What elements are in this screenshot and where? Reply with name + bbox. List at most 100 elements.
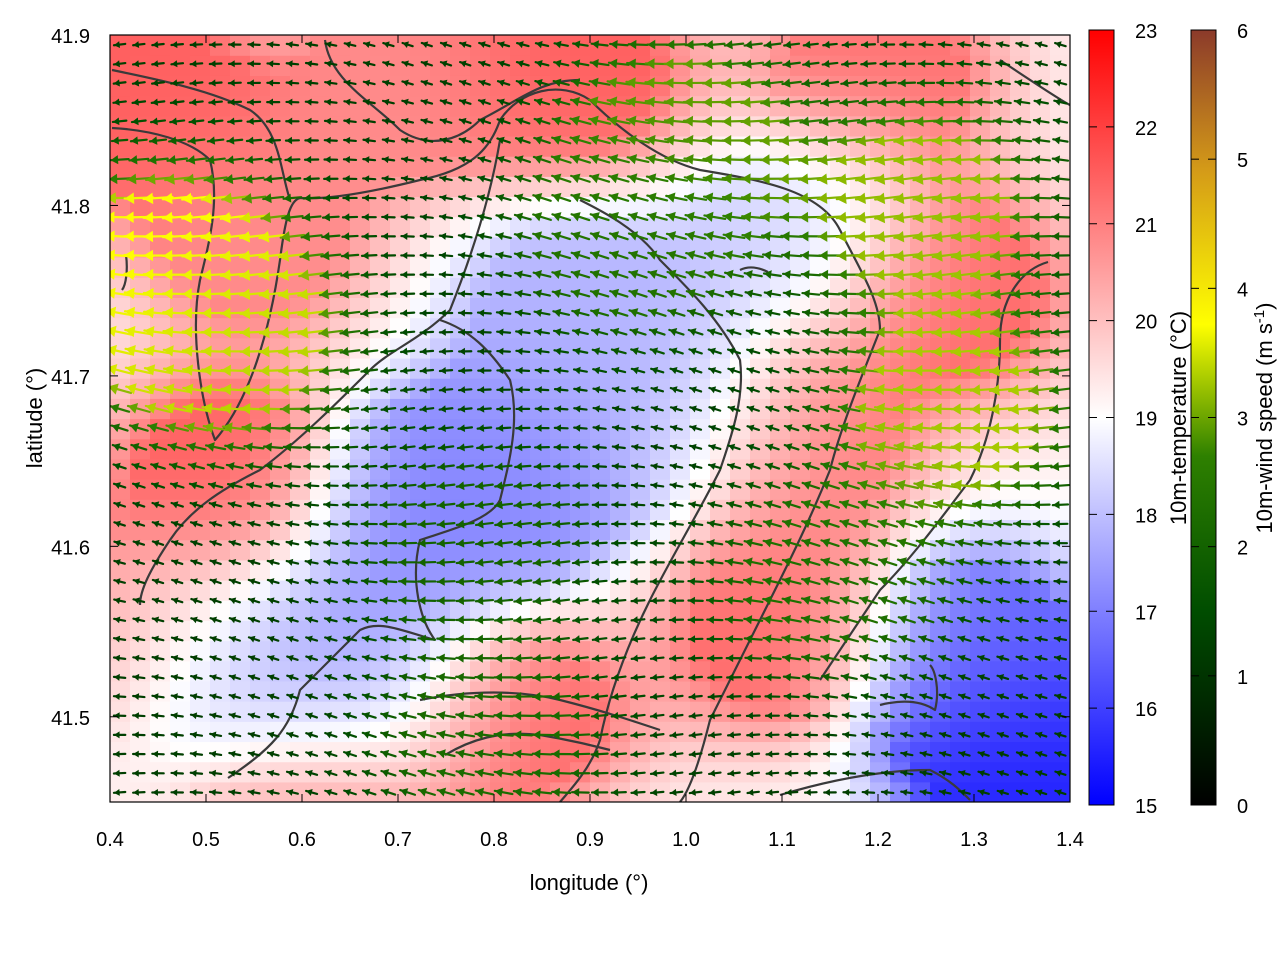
temperature-cell xyxy=(250,579,271,601)
temperature-cell xyxy=(710,216,731,238)
temperature-cell xyxy=(490,479,511,500)
temperature-cell xyxy=(550,216,571,238)
temperature-cell xyxy=(650,438,671,460)
temperature-cell xyxy=(190,479,211,500)
temperature-cell xyxy=(250,378,271,399)
temperature-cell xyxy=(350,418,371,440)
temperature-cell xyxy=(710,620,731,642)
temperature-cell xyxy=(990,701,1011,722)
temperature-cell xyxy=(750,620,771,642)
temperature-cell xyxy=(730,337,751,359)
temperature-cell xyxy=(150,539,171,561)
temperature-cell xyxy=(550,620,571,642)
temperature-cell xyxy=(170,55,191,76)
temperature-cell xyxy=(310,216,331,238)
temperature-cell xyxy=(810,781,831,802)
temperature-cell xyxy=(390,196,411,218)
temperature-cell xyxy=(490,297,511,319)
temperature-cell xyxy=(830,398,851,420)
temperature-cell xyxy=(330,559,351,581)
temperature-cell xyxy=(710,35,731,56)
temperature-cell xyxy=(190,156,211,177)
temperature-cell xyxy=(290,35,311,56)
temperature-cell xyxy=(590,196,611,218)
temperature-cell xyxy=(630,297,651,319)
temperature-cell xyxy=(130,75,151,97)
temperature-cell xyxy=(810,35,831,56)
temperature-cell xyxy=(150,479,171,500)
y-tick-label: 41.7 xyxy=(51,367,90,389)
temperature-cell xyxy=(170,559,191,581)
y-tick-label: 41.9 xyxy=(51,26,90,48)
x-axis-label: longitude (°) xyxy=(530,870,649,895)
temperature-cell xyxy=(390,499,411,521)
temperature-cell xyxy=(790,418,811,440)
temperature-cell xyxy=(830,741,851,763)
temperature-cell xyxy=(490,75,511,97)
temperature-cell xyxy=(670,398,691,420)
temperature-cell xyxy=(250,216,271,238)
temperature-cell xyxy=(470,378,491,399)
temperature-colorbar: 15 16 17 18 19 20 21 22 23 10m-temperature (°C) xyxy=(1088,21,1191,818)
temperature-cell xyxy=(630,438,651,460)
temperature-cell xyxy=(430,55,451,76)
temperature-cell xyxy=(210,761,231,783)
temperature-cell xyxy=(990,721,1011,743)
temperature-cell xyxy=(270,620,291,642)
temperature-cell xyxy=(790,741,811,763)
temperature-cell xyxy=(490,620,511,642)
temperature-cell xyxy=(230,600,251,621)
temperature-cell xyxy=(570,680,591,702)
temperature-cell xyxy=(230,620,251,642)
temperature-cell xyxy=(1030,297,1051,319)
temperature-cell xyxy=(470,317,491,339)
temperature-cell xyxy=(870,781,891,802)
temperature-cell xyxy=(630,640,651,662)
temperature-cell xyxy=(670,55,691,76)
temperature-cell xyxy=(170,620,191,642)
temperature-cell xyxy=(630,600,651,621)
temperature-cell xyxy=(770,398,791,420)
temperature-cell xyxy=(490,640,511,662)
temperature-cell xyxy=(470,297,491,319)
temperature-cell xyxy=(430,297,451,319)
temperature-cell xyxy=(790,600,811,621)
temperature-cell xyxy=(790,337,811,359)
temperature-cell xyxy=(870,176,891,198)
temperature-cell xyxy=(550,317,571,339)
temperature-cell xyxy=(110,257,131,278)
temperature-cell xyxy=(210,721,231,743)
temperature-cell xyxy=(510,115,531,137)
temperature-cell xyxy=(770,458,791,480)
temperature-cell xyxy=(1010,216,1031,238)
temperature-cell xyxy=(870,761,891,783)
temperature-cell xyxy=(370,418,391,440)
temperature-cell xyxy=(510,640,531,662)
temperature-cell xyxy=(290,781,311,802)
temperature-cell xyxy=(330,438,351,460)
temperature-cell xyxy=(810,55,831,76)
temperature-cell xyxy=(790,721,811,743)
temperature-cell xyxy=(330,620,351,642)
temperature-cell xyxy=(890,95,911,117)
temperature-cell xyxy=(1050,216,1070,238)
temperature-cell xyxy=(170,479,191,500)
wind-colorbar-label-end: ) xyxy=(1252,303,1277,310)
temperature-cell xyxy=(150,236,171,258)
temperature-cell xyxy=(610,579,631,601)
temperature-cell xyxy=(650,600,671,621)
temperature-cell xyxy=(270,95,291,117)
temperature-cell xyxy=(130,378,151,399)
temperature-cell xyxy=(650,721,671,743)
temperature-cell xyxy=(470,539,491,561)
temperature-cell xyxy=(410,499,431,521)
temperature-cell xyxy=(690,458,711,480)
temperature-cell xyxy=(550,75,571,97)
temperature-cell xyxy=(310,620,331,642)
temperature-cell xyxy=(510,620,531,642)
temperature-cell xyxy=(750,378,771,399)
temperature-cell xyxy=(450,499,471,521)
temperature-cell xyxy=(870,196,891,218)
temperature-cell xyxy=(290,156,311,177)
colorbar-tick-label: 2 xyxy=(1237,538,1248,560)
